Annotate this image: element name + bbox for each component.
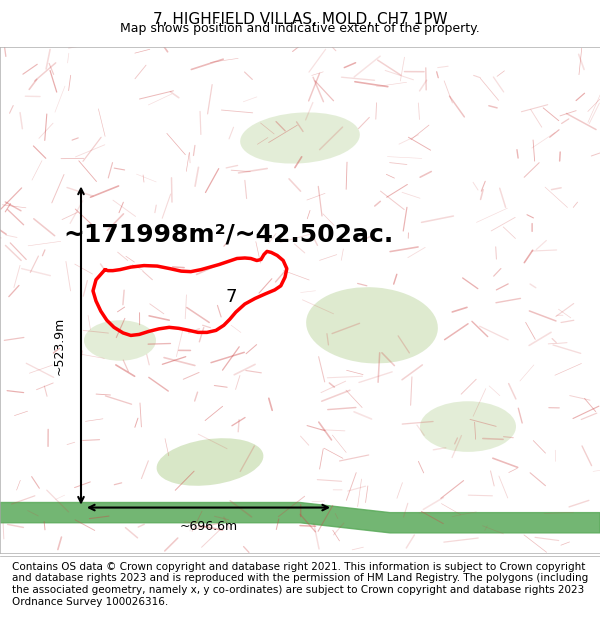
Ellipse shape [420,401,516,452]
Text: Contains OS data © Crown copyright and database right 2021. This information is : Contains OS data © Crown copyright and d… [12,562,588,606]
Ellipse shape [240,112,360,164]
Ellipse shape [84,320,156,361]
Text: ~171998m²/~42.502ac.: ~171998m²/~42.502ac. [63,222,393,246]
Ellipse shape [306,287,438,364]
Text: 7, HIGHFIELD VILLAS, MOLD, CH7 1PW: 7, HIGHFIELD VILLAS, MOLD, CH7 1PW [152,12,448,27]
Ellipse shape [157,438,263,486]
Text: ~523.9m: ~523.9m [52,316,65,374]
Text: 7: 7 [225,289,237,306]
Text: ~696.6m: ~696.6m [180,520,238,533]
Text: Map shows position and indicative extent of the property.: Map shows position and indicative extent… [120,22,480,35]
